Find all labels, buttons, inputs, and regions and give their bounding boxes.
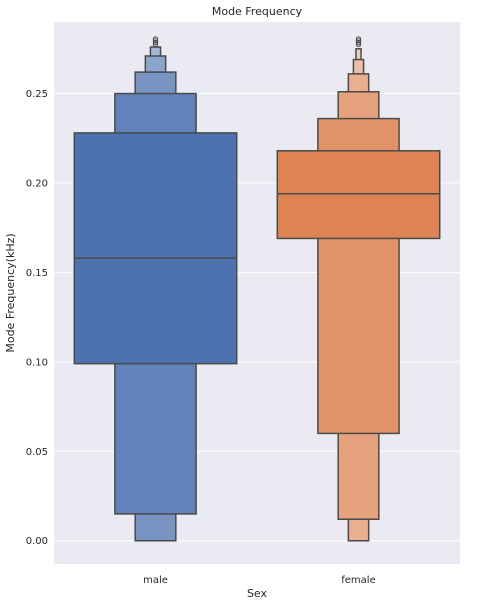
outlier-point — [355, 38, 362, 44]
x-tick-label: female — [341, 575, 375, 586]
outlier-point — [152, 41, 159, 48]
outlier-point — [355, 39, 362, 46]
y-tick-label: 0.15 — [26, 268, 48, 279]
boxen-box — [276, 150, 441, 240]
y-tick-label: 0.20 — [26, 178, 48, 189]
outlier-point — [152, 38, 159, 44]
boxen-group-male — [73, 36, 238, 542]
x-tick-label: male — [143, 575, 168, 586]
y-tick-label: 0.00 — [26, 536, 48, 547]
y-axis-label: Mode Frequency(kHz) — [4, 233, 17, 352]
x-axis-label: Sex — [247, 587, 268, 600]
outlier-point — [152, 36, 159, 42]
boxen-box — [73, 132, 238, 365]
y-tick-label: 0.05 — [26, 447, 48, 458]
y-tick-label: 0.10 — [26, 357, 48, 368]
outlier-point — [355, 36, 362, 42]
boxen-group-female — [276, 36, 441, 542]
box-layer — [73, 36, 441, 542]
chart-title: Mode Frequency — [212, 5, 303, 18]
outlier-point — [152, 39, 159, 46]
tick-layer: 0.00 0.05 0.10 0.15 0.20 0.25 male female — [26, 89, 376, 586]
outlier-point — [355, 41, 362, 48]
y-tick-label: 0.25 — [26, 89, 48, 100]
